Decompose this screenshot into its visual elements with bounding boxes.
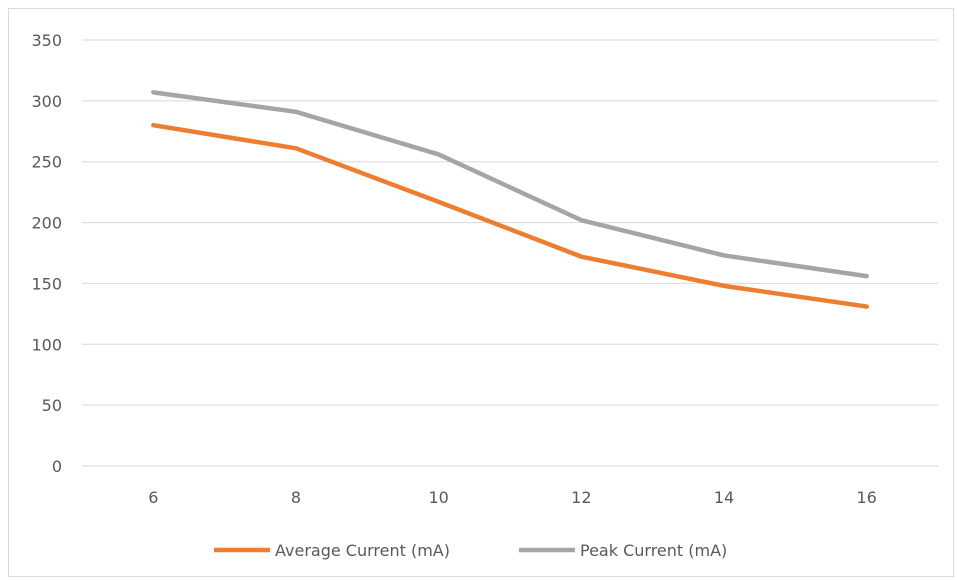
y-tick-label: 100 — [31, 335, 62, 354]
y-tick-label: 150 — [31, 274, 62, 293]
x-tick-label: 14 — [714, 488, 734, 507]
x-tick-label: 6 — [148, 488, 158, 507]
y-tick-label: 250 — [31, 153, 62, 172]
legend-label: Average Current (mA) — [275, 541, 450, 560]
x-tick-label: 16 — [856, 488, 876, 507]
series-lines — [151, 90, 869, 309]
gridlines — [82, 39, 938, 467]
y-tick-label: 50 — [42, 396, 62, 415]
legend: Average Current (mA) Peak Current (mA) — [214, 541, 727, 560]
x-tick-label: 12 — [571, 488, 591, 507]
x-tick-label: 8 — [291, 488, 301, 507]
x-axis-tick-labels: 6 8 10 12 14 16 — [148, 488, 877, 507]
series-line-0 — [151, 122, 869, 309]
y-tick-label: 0 — [52, 457, 62, 476]
y-tick-label: 200 — [31, 214, 62, 233]
legend-label: Peak Current (mA) — [580, 541, 727, 560]
x-tick-label: 10 — [428, 488, 448, 507]
y-tick-label: 300 — [31, 92, 62, 111]
y-axis-tick-labels: 0 50 100 150 200 250 300 350 — [31, 31, 62, 476]
y-tick-label: 350 — [31, 31, 62, 50]
series-line-1 — [151, 90, 869, 279]
chart-frame — [8, 8, 954, 577]
